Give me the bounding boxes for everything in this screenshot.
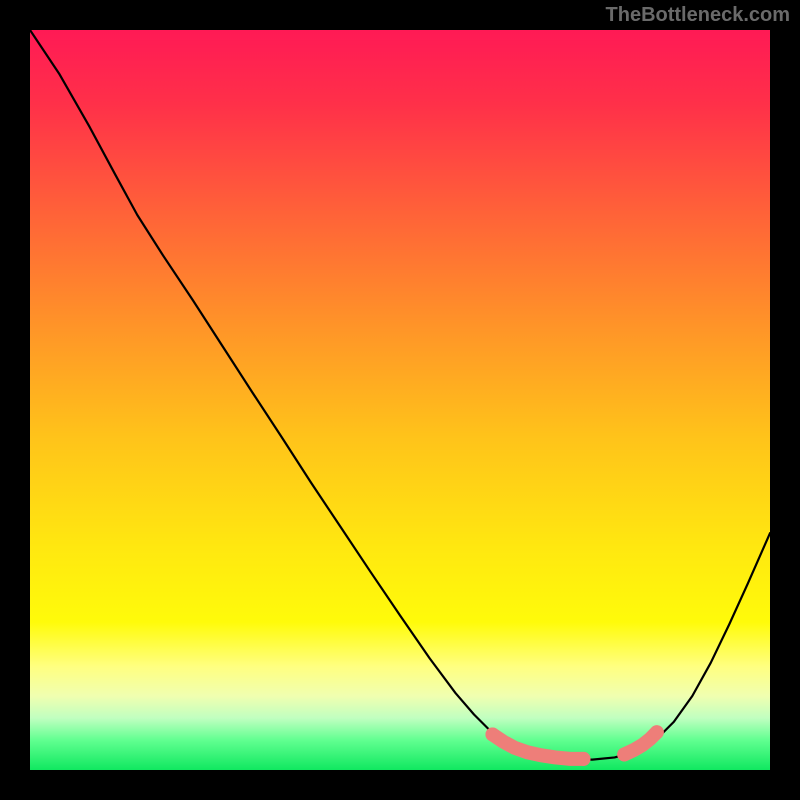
curve-layer xyxy=(30,30,770,770)
bottleneck-curve xyxy=(30,30,770,760)
marker-cluster-left xyxy=(486,727,591,765)
plot-area xyxy=(30,30,770,770)
watermark-text: TheBottleneck.com xyxy=(606,4,790,27)
marker-cluster-right xyxy=(617,725,664,761)
